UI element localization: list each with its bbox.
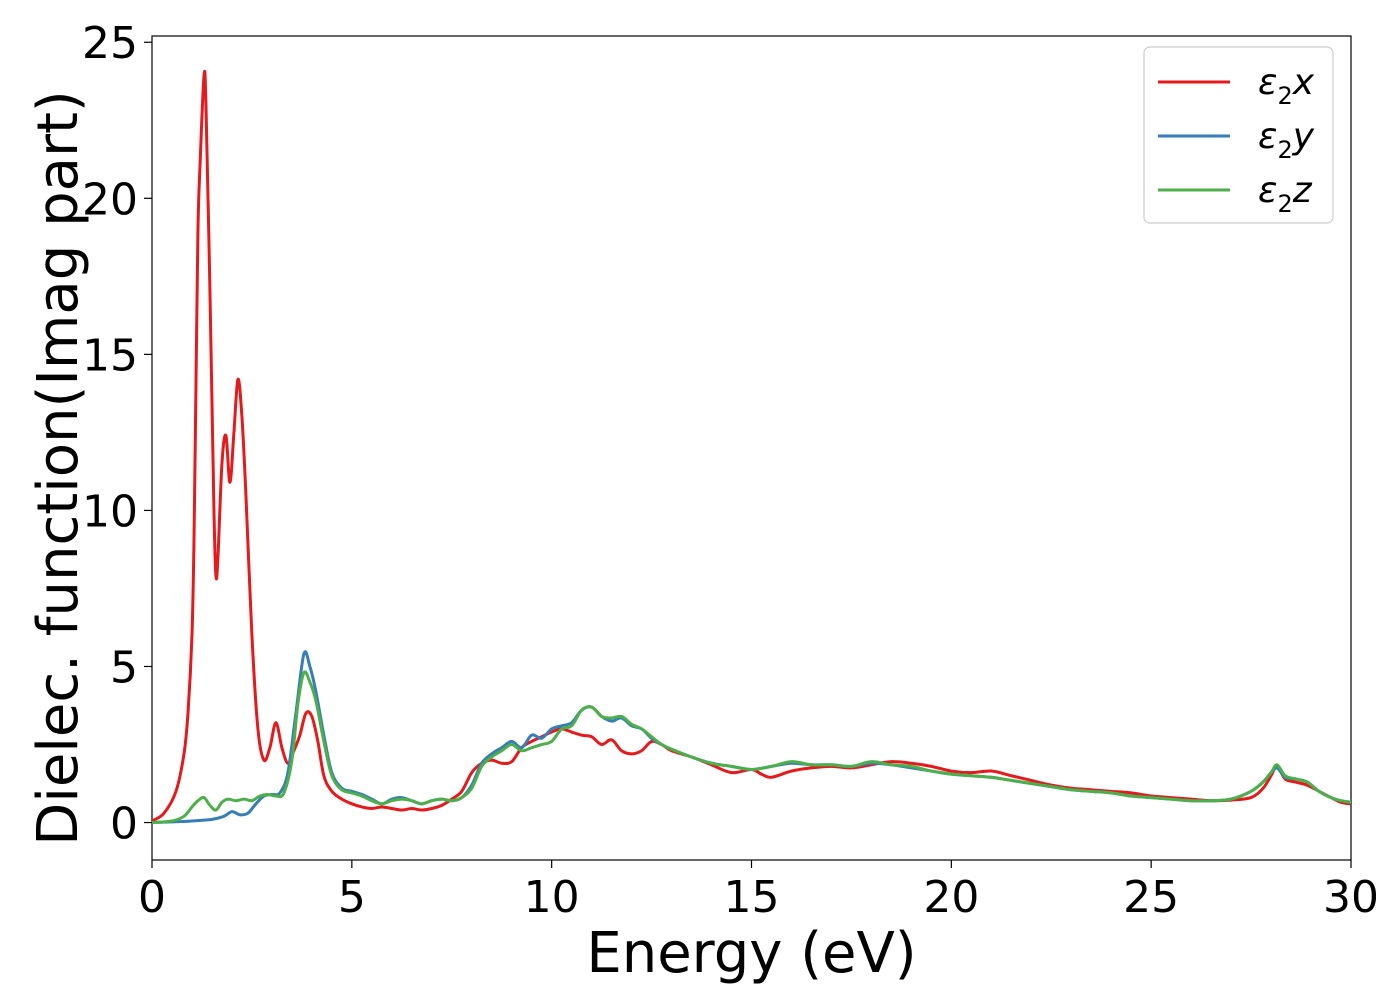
y-axis-ticks: 0 5 10 15 20 25 (82, 18, 152, 850)
x-axis-ticks: 0 5 10 15 20 25 30 (138, 860, 1379, 923)
x-tick-label: 5 (338, 872, 366, 923)
y-tick-label: 25 (82, 18, 138, 69)
y-tick-label: 10 (82, 486, 138, 537)
x-tick-label: 10 (524, 872, 580, 923)
x-tick-label: 25 (1123, 872, 1179, 923)
y-tick-label: 15 (82, 330, 138, 381)
legend-label-z: ε2z (1258, 170, 1313, 218)
series-line-z (152, 670, 1351, 825)
series-layer (152, 69, 1351, 825)
series-line-x (152, 69, 1351, 823)
x-tick-label: 15 (724, 872, 780, 923)
x-axis-label: Energy (eV) (586, 921, 916, 986)
y-tick-label: 20 (82, 174, 138, 225)
x-tick-label: 20 (923, 872, 979, 923)
legend-label-y: ε2y (1258, 116, 1315, 164)
x-tick-label: 0 (138, 872, 166, 923)
y-axis-label: Dielec. function(Imag part) (26, 90, 91, 846)
y-tick-label: 0 (110, 799, 138, 850)
x-tick-label: 30 (1323, 872, 1379, 923)
y-tick-label: 5 (110, 642, 138, 693)
legend-box (1143, 46, 1334, 224)
legend-label-x: ε2x (1258, 62, 1315, 110)
legend: ε2x ε2y ε2z (1143, 46, 1334, 224)
